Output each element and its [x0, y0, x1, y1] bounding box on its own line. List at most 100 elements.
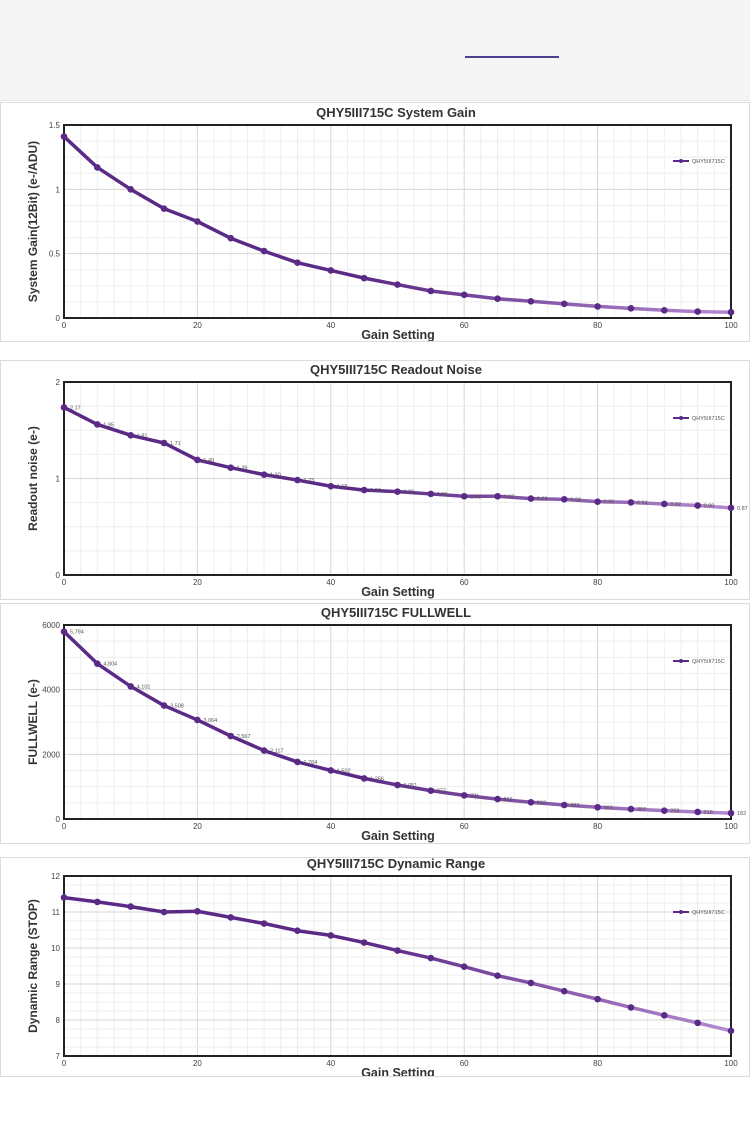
data-point — [60, 628, 68, 635]
data-label: 0.94 — [637, 500, 648, 506]
header-underline-accent — [465, 56, 559, 58]
data-point — [560, 801, 568, 809]
y-tick-label: 1.5 — [49, 121, 61, 130]
plot-frame — [63, 875, 732, 1057]
data-point — [160, 205, 168, 212]
data-point — [294, 476, 301, 484]
data-point — [394, 947, 401, 954]
y-tick-label: 4000 — [42, 686, 60, 695]
x-tick-label: 60 — [460, 822, 469, 831]
y-tick-label: 1 — [56, 185, 61, 194]
data-point — [60, 404, 68, 411]
data-label: 258 — [670, 809, 679, 815]
data-label: 2.17 — [70, 405, 81, 411]
data-point — [260, 471, 268, 478]
data-point — [694, 1019, 701, 1027]
data-point — [494, 972, 501, 980]
data-point — [527, 297, 535, 305]
data-point — [727, 1027, 735, 1035]
x-axis-label: Gain Setting — [361, 1066, 435, 1076]
data-label: 307 — [637, 807, 646, 813]
data-point — [527, 495, 535, 502]
y-tick-label: 11 — [52, 908, 61, 917]
data-point — [360, 486, 368, 494]
x-tick-label: 80 — [593, 1059, 602, 1068]
legend-swatch-marker — [679, 910, 683, 914]
y-tick-label: 2000 — [42, 750, 60, 759]
y-axis-label: System Gain(12Bit) (e-/ADU) — [26, 141, 40, 302]
data-label: 0.90 — [704, 504, 715, 510]
x-tick-label: 40 — [326, 578, 335, 587]
data-point — [661, 807, 668, 814]
y-tick-label: 1 — [56, 475, 61, 484]
legend-swatch-marker — [679, 159, 683, 163]
x-tick-label: 0 — [62, 578, 67, 587]
grid — [63, 124, 732, 319]
y-tick-label: 0 — [56, 815, 61, 824]
data-label: 5,794 — [70, 630, 84, 636]
data-point — [560, 300, 568, 308]
page-header-band — [0, 0, 750, 101]
legend-swatch-marker — [679, 659, 683, 663]
data-label: 1,256 — [370, 776, 384, 782]
y-tick-label: 7 — [56, 1052, 61, 1061]
data-point — [560, 987, 568, 995]
data-label: 1.39 — [237, 466, 248, 472]
y-tick-label: 0.5 — [49, 250, 61, 259]
x-tick-label: 100 — [724, 321, 738, 330]
y-axis-label: Readout noise (e-) — [26, 426, 40, 531]
data-label: 518 — [537, 800, 546, 806]
data-label: 1.15 — [337, 484, 348, 490]
data-point — [294, 927, 301, 935]
data-label: 1.10 — [370, 488, 381, 494]
data-label: 0.95 — [604, 500, 615, 506]
data-point — [627, 499, 635, 506]
data-point — [160, 439, 168, 447]
x-tick-label: 20 — [193, 1059, 202, 1068]
chart-title: QHY5III715C System Gain — [316, 105, 476, 120]
data-point — [227, 732, 235, 740]
data-point — [594, 803, 601, 811]
data-point — [427, 954, 435, 962]
data-point — [260, 920, 268, 927]
chart-title: QHY5III715C FULLWELL — [321, 605, 471, 620]
data-label: 4,101 — [137, 684, 151, 690]
data-point — [260, 747, 268, 754]
data-label: 0.99 — [537, 497, 548, 503]
data-point — [627, 305, 635, 312]
dynamic-range-chart: QHY5III715C Dynamic Range Gain Setting Dyn… — [0, 857, 750, 1077]
x-tick-label: 20 — [193, 321, 202, 330]
data-point — [594, 995, 601, 1003]
y-tick-label: 8 — [56, 1016, 61, 1025]
grid — [63, 875, 732, 1057]
x-tick-label: 100 — [724, 822, 738, 831]
data-point — [494, 795, 501, 803]
data-label: 0.98 — [570, 497, 581, 503]
data-point — [427, 787, 435, 794]
data-label: 0.92 — [670, 502, 681, 508]
data-point — [494, 492, 501, 500]
data-point — [661, 500, 668, 508]
data-point — [194, 907, 201, 915]
plot-frame — [63, 624, 732, 820]
data-label: 1.23 — [303, 478, 314, 484]
grid — [63, 624, 732, 820]
y-tick-label: 0 — [56, 571, 61, 580]
data-point — [327, 932, 335, 939]
data-point — [460, 291, 468, 299]
x-tick-label: 100 — [724, 1059, 738, 1068]
data-label: 3,064 — [203, 718, 217, 724]
grid — [63, 381, 732, 576]
data-point — [127, 186, 134, 193]
y-tick-label: 10 — [51, 944, 60, 953]
y-tick-label: 12 — [51, 872, 60, 881]
chart-title: QHY5III715C Readout Noise — [310, 362, 482, 377]
data-point — [460, 492, 468, 500]
data-point — [60, 894, 68, 901]
data-point — [260, 247, 268, 255]
data-label: 0.87 — [737, 506, 748, 512]
data-point — [94, 898, 101, 906]
data-label: 877 — [437, 789, 446, 795]
data-point — [427, 287, 435, 295]
x-tick-label: 80 — [593, 578, 602, 587]
